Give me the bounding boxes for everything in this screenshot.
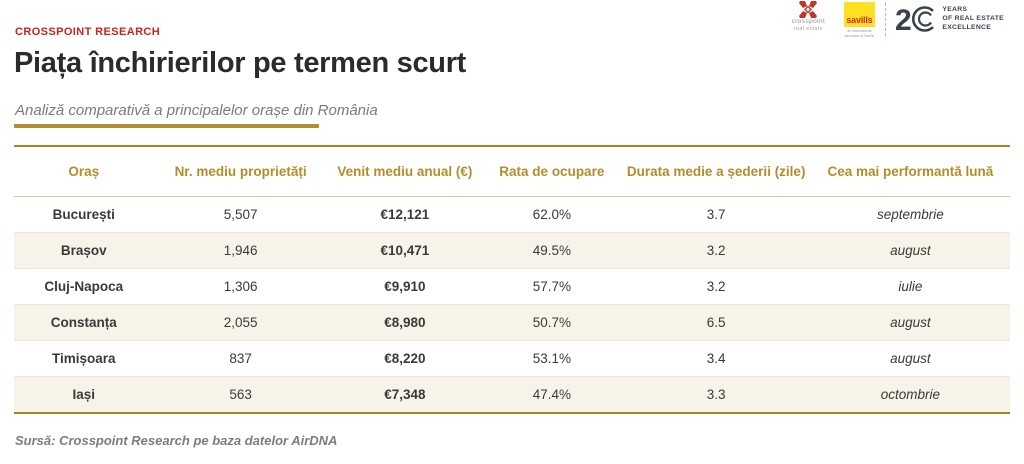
table-header-row: Oraș Nr. mediu proprietăți Venit mediu anu… bbox=[14, 146, 1010, 197]
best-month-cell: iulie bbox=[810, 268, 1010, 305]
occupancy-cell: 57.7% bbox=[482, 268, 622, 305]
table-row: Iași 563 €7,348 47.4% 3.3 octombrie bbox=[14, 376, 1010, 413]
table-row: Constanța 2,055 €8,980 50.7% 6.5 august bbox=[14, 304, 1010, 341]
stay-duration-cell: 3.4 bbox=[621, 340, 811, 377]
best-month-cell: august bbox=[810, 304, 1010, 341]
anniversary-line2: OF REAL ESTATE bbox=[942, 15, 1004, 23]
savills-logo-sub: an international associate of Savills bbox=[844, 29, 875, 38]
best-month-cell: august bbox=[810, 340, 1010, 377]
twenty-years-icon: 2 bbox=[895, 4, 935, 34]
crosspoint-logo: crosspoint real estate bbox=[784, 1, 832, 32]
crosspoint-logo-sub: real estate bbox=[793, 26, 823, 33]
table-body: București 5,507 €12,121 62.0% 3.7 septembrie B… bbox=[14, 197, 1010, 413]
city-cell: București bbox=[52, 207, 115, 222]
occupancy-cell: 50.7% bbox=[482, 304, 622, 341]
revenue-cell: €10,471 bbox=[327, 232, 483, 269]
research-eyebrow: CROSSPOINT RESEARCH bbox=[15, 26, 161, 38]
city-cell: Cluj-Napoca bbox=[14, 268, 154, 305]
properties-cell: 1,306 bbox=[153, 268, 328, 305]
best-month-cell: august bbox=[810, 232, 1010, 269]
table-row: Cluj-Napoca 1,306 €9,910 57.7% 3.2 iulie bbox=[14, 268, 1010, 305]
savills-logo: savills an international associate of Sa… bbox=[842, 1, 876, 39]
column-header: Nr. mediu proprietăți bbox=[153, 146, 328, 197]
revenue-cell: €7,348 bbox=[327, 376, 483, 413]
city-cell: Constanța bbox=[14, 304, 154, 341]
properties-cell: 563 bbox=[153, 376, 328, 413]
city-cell: Iași bbox=[14, 376, 154, 413]
column-header: Durata medie a șederii (zile) bbox=[621, 146, 811, 197]
column-header: Oraș bbox=[14, 146, 154, 197]
properties-cell: 1,946 bbox=[153, 232, 328, 269]
anniversary-line3: EXCELLENCE bbox=[942, 24, 992, 32]
source-note: Sursă: Crosspoint Research pe baza datel… bbox=[15, 433, 338, 448]
logo-cluster: crosspoint real estate savills an intern… bbox=[784, 1, 1004, 39]
occupancy-cell: 47.4% bbox=[482, 376, 622, 413]
revenue-cell: €12,121 bbox=[380, 207, 430, 222]
properties-cell: 5,507 bbox=[223, 207, 258, 222]
best-month-cell: septembrie bbox=[876, 207, 944, 222]
occupancy-cell: 53.1% bbox=[482, 340, 622, 377]
table-row: Brașov 1,946 €10,471 49.5% 3.2 august bbox=[14, 232, 1010, 269]
city-cell: Timișoara bbox=[14, 340, 154, 377]
stay-duration-cell: 6.5 bbox=[621, 304, 811, 341]
stay-duration-cell: 3.3 bbox=[621, 376, 811, 413]
table-header: Oraș Nr. mediu proprietăți Venit mediu anu… bbox=[14, 146, 1010, 197]
accent-underline bbox=[14, 124, 319, 128]
stay-duration-cell: 3.7 bbox=[706, 207, 726, 222]
savills-wordmark: savills bbox=[846, 15, 873, 26]
logo-separator bbox=[885, 3, 887, 36]
page-subtitle: Analiză comparativă a principalelor oraș… bbox=[15, 102, 378, 119]
anniversary-text: YEARS OF REAL ESTATE EXCELLENCE bbox=[942, 5, 1004, 33]
revenue-cell: €8,220 bbox=[327, 340, 483, 377]
crosspoint-logo-name: crosspoint bbox=[791, 18, 826, 25]
revenue-cell: €9,910 bbox=[327, 268, 483, 305]
stay-duration-cell: 3.2 bbox=[621, 232, 811, 269]
anniversary-line1: YEARS bbox=[942, 6, 968, 13]
column-header: Venit mediu anual (€) bbox=[327, 146, 483, 197]
anniversary-logo: 2 YEARS OF REAL ESTATE EXCELLENCE bbox=[895, 4, 1004, 34]
occupancy-cell: 49.5% bbox=[482, 232, 622, 269]
page-title: Piața închirierilor pe termen scurt bbox=[14, 47, 467, 79]
svg-text:2: 2 bbox=[895, 4, 912, 34]
savills-yellow-box: savills bbox=[843, 2, 875, 27]
occupancy-cell: 62.0% bbox=[532, 207, 571, 222]
column-header: Rata de ocupare bbox=[482, 146, 622, 197]
city-comparison-table: Oraș Nr. mediu proprietăți Venit mediu anu… bbox=[14, 145, 1010, 414]
city-cell: Brașov bbox=[14, 232, 154, 269]
revenue-cell: €8,980 bbox=[327, 304, 483, 341]
crosspoint-x-icon bbox=[799, 1, 818, 18]
table-row: București 5,507 €12,121 62.0% 3.7 septembrie bbox=[14, 197, 1010, 233]
stay-duration-cell: 3.2 bbox=[621, 268, 811, 305]
properties-cell: 837 bbox=[153, 340, 328, 377]
column-header: Cea mai performantă lună bbox=[810, 146, 1010, 197]
table-row: Timișoara 837 €8,220 53.1% 3.4 august bbox=[14, 340, 1010, 377]
properties-cell: 2,055 bbox=[153, 304, 328, 341]
best-month-cell: octombrie bbox=[810, 376, 1010, 413]
